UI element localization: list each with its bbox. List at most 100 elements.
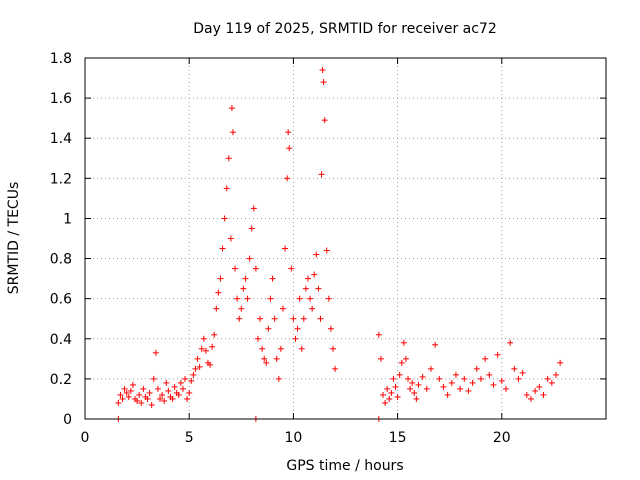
data-point [411,389,418,396]
data-point [390,375,397,382]
data-point [386,395,393,402]
data-point [321,117,328,124]
y-axis-label: SRMTID / TECUs [6,182,22,295]
data-point [284,175,291,182]
data-point [465,387,472,394]
data-point [320,79,327,86]
data-point [127,387,134,394]
data-point [307,295,314,302]
data-point [557,359,564,366]
data-point [273,355,280,362]
data-point [318,171,325,178]
data-point [309,305,316,312]
data-point [165,387,172,394]
data-point [461,375,468,382]
data-point [290,315,297,322]
data-point [179,385,186,392]
data-point [217,275,224,282]
data-point [473,365,480,372]
data-point [327,325,334,332]
chart-title: Day 119 of 2025, SRMTID for receiver ac7… [193,21,497,37]
data-point [285,129,292,136]
data-point [240,285,247,292]
data-point [188,377,195,384]
data-point [223,185,230,192]
data-point [190,371,197,378]
data-point [317,315,324,322]
data-point [432,341,439,348]
y-tick-label: 0.8 [50,252,72,268]
data-point [380,391,387,398]
data-point [123,389,130,396]
x-tick-label: 5 [185,430,194,446]
data-point [423,385,430,392]
data-point [227,235,234,242]
data-point [382,399,389,406]
x-axis-label: GPS time / hours [286,458,403,474]
data-point [448,379,455,386]
data-point [121,385,128,392]
x-axis-ticks: 0 5 10 15 20 [81,58,511,446]
y-tick-label: 0.4 [50,332,72,348]
data-point [265,325,272,332]
data-point [407,385,414,392]
data-point [213,305,220,312]
data-point [269,275,276,282]
data-point [119,395,126,402]
data-point [313,251,320,258]
data-point [259,345,266,352]
data-point [298,345,305,352]
data-point [296,295,303,302]
data-point [175,391,182,398]
plot-frame [84,57,607,420]
data-point [419,373,426,380]
data-point [452,371,459,378]
data-point [388,389,395,396]
data-point [254,335,261,342]
data-point [261,355,268,362]
data-point [211,331,218,338]
y-tick-label: 0.6 [50,292,72,308]
data-point [186,389,193,396]
data-point [394,393,401,400]
data-point [229,129,236,136]
data-point [225,155,232,162]
y-tick-label: 1 [63,211,72,227]
data-point [436,375,443,382]
data-point [482,355,489,362]
data-point [117,391,124,398]
y-tick-label: 0 [63,412,72,428]
data-point [469,379,476,386]
x-tick-label: 15 [389,430,407,446]
data-point [413,395,420,402]
data-point [250,205,257,212]
data-point [248,225,255,232]
y-tick-label: 1.6 [50,91,72,107]
data-point [228,105,235,112]
data-point [234,295,241,302]
data-point [157,395,164,402]
data-point [221,215,228,222]
data-point [511,365,518,372]
data-point [527,395,534,402]
data-point [402,355,409,362]
data-point [332,365,339,372]
data-point [238,305,245,312]
data-point [400,339,407,346]
data-point [548,379,555,386]
data-point [194,355,201,362]
data-point [271,315,278,322]
data-point [398,359,405,366]
data-point [405,375,412,382]
data-point [154,385,161,392]
data-point [486,371,493,378]
data-point [232,265,239,272]
data-point [215,289,222,296]
data-point [288,265,295,272]
data-point [311,271,318,278]
data-point [275,375,282,382]
data-point [507,339,514,346]
y-tick-label: 1.2 [50,171,72,187]
data-point [136,391,143,398]
